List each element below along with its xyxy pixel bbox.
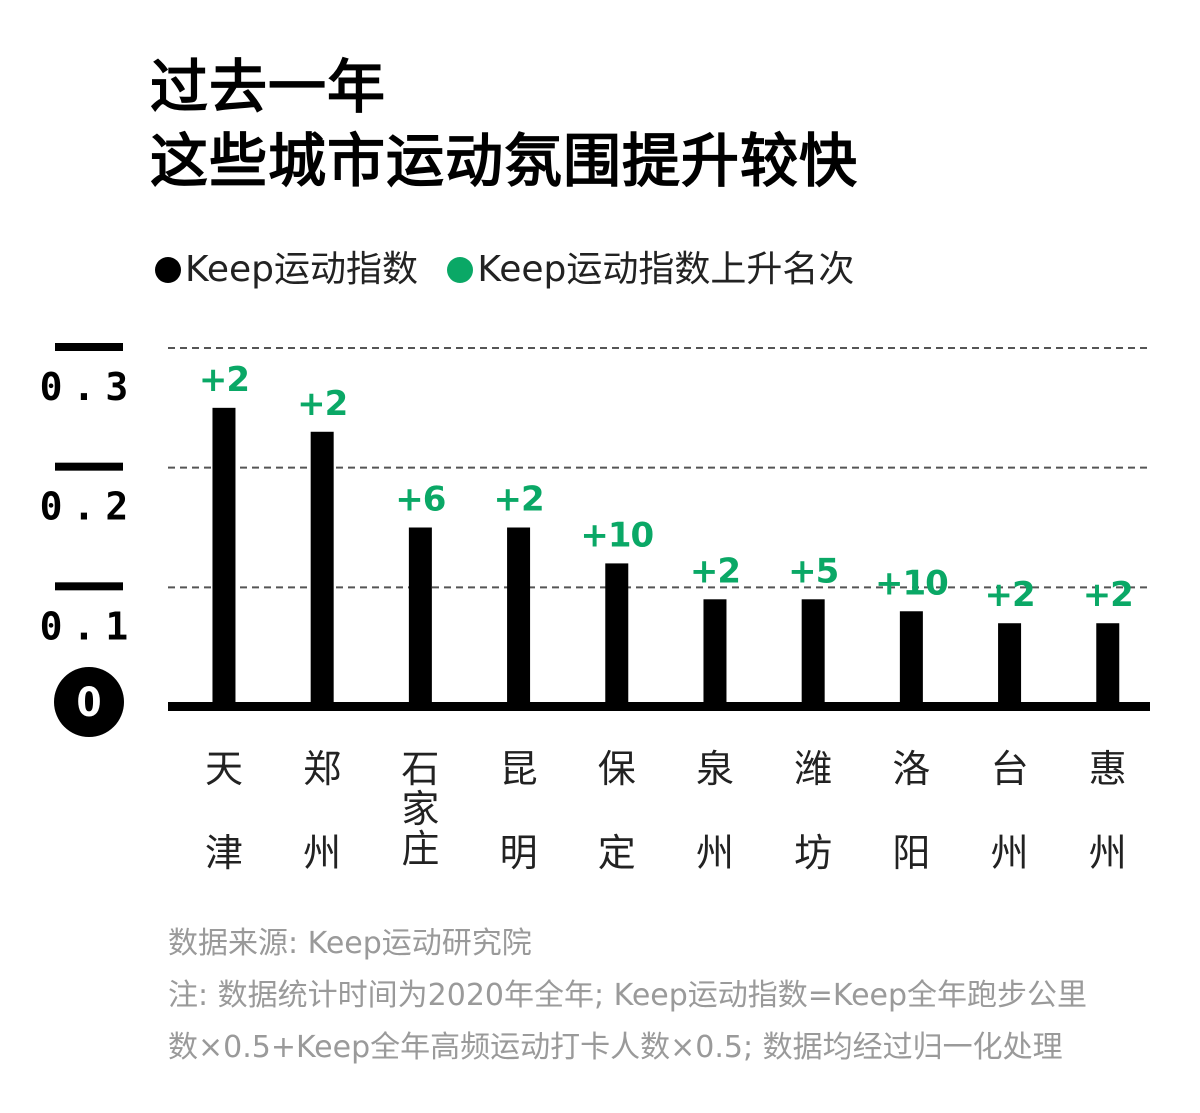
- rank-label: +2: [984, 575, 1034, 615]
- legend-label-rank: Keep运动指数上升名次: [477, 249, 855, 290]
- bar: [408, 527, 432, 707]
- legend: Keep运动指数 Keep运动指数上升名次: [155, 248, 872, 292]
- x-axis-baseline: [168, 702, 1150, 711]
- bar: [605, 563, 629, 707]
- bar: [507, 527, 531, 707]
- category-label: 庄: [401, 827, 439, 871]
- y-tick-label: 0.2: [40, 485, 139, 529]
- rank-label: +2: [493, 480, 543, 520]
- category-label: 坊: [794, 831, 832, 875]
- category-label: 天: [205, 747, 243, 791]
- legend-item-rank: Keep运动指数上升名次: [447, 248, 854, 292]
- y-tick-label: 0.3: [40, 365, 139, 409]
- bar: [212, 407, 236, 707]
- rank-label: +2: [199, 360, 249, 400]
- bar: [310, 431, 334, 707]
- category-label: 泉: [696, 747, 734, 791]
- y-tick-mark: [55, 343, 123, 351]
- source-line-2: 注: 数据统计时间为2020年全年; Keep运动指数=Keep全年跑步公里: [168, 978, 1088, 1013]
- category-label: 石: [401, 747, 439, 791]
- chart-title: 过去一年 这些城市运动氛围提升较快: [150, 50, 858, 198]
- rank-label: +2: [1083, 575, 1133, 615]
- bar: [998, 623, 1022, 707]
- category-label: 州: [696, 831, 734, 875]
- category-label: 昆: [500, 747, 538, 791]
- category-label: 洛: [892, 747, 930, 791]
- source-line-3: 数×0.5+Keep全年高频运动打卡人数×0.5; 数据均经过归一化处理: [168, 1030, 1063, 1065]
- y-tick-mark: [55, 462, 123, 471]
- bar: [801, 599, 825, 707]
- category-label: 潍: [794, 747, 832, 791]
- source-line-1: 数据来源: Keep运动研究院: [168, 926, 532, 961]
- bar-chart: 00.10.20.3 +2天津+2郑州+6石家庄+2昆明+10保定+2泉州+5潍坊…: [40, 343, 1150, 875]
- y-tick-mark: [55, 582, 123, 591]
- y-tick-label: 0: [76, 680, 101, 726]
- category-label: 台: [991, 747, 1029, 791]
- category-label: 明: [500, 831, 538, 875]
- category-label: 津: [205, 831, 243, 875]
- category-label: 保: [598, 747, 636, 791]
- bar: [1096, 623, 1120, 707]
- category-label: 惠: [1089, 747, 1127, 791]
- category-label: 定: [598, 831, 636, 875]
- category-label: 郑: [303, 747, 341, 791]
- rank-label: +5: [788, 551, 838, 591]
- bar: [703, 599, 727, 707]
- category-label: 州: [303, 831, 341, 875]
- legend-label-index: Keep运动指数: [185, 249, 418, 290]
- y-zero-circle: [54, 667, 124, 737]
- rank-label: +2: [690, 551, 740, 591]
- legend-item-index: Keep运动指数: [155, 248, 418, 292]
- category-label: 州: [1089, 831, 1127, 875]
- rank-label: +10: [580, 515, 653, 555]
- source-note: 数据来源: Keep运动研究院 注: 数据统计时间为2020年全年; Keep运…: [168, 918, 1087, 1074]
- rank-label: +6: [395, 480, 445, 520]
- title-line-1: 过去一年: [150, 53, 387, 121]
- bar: [899, 611, 923, 707]
- category-label: 州: [991, 831, 1029, 875]
- legend-dot-green: [447, 257, 474, 283]
- category-label: 阳: [892, 831, 930, 875]
- category-label: 家: [401, 787, 439, 831]
- rank-label: +2: [297, 384, 347, 424]
- rank-label: +10: [875, 563, 948, 603]
- y-tick-label: 0.1: [40, 604, 139, 648]
- legend-dot-black: [155, 257, 181, 283]
- title-line-2: 这些城市运动氛围提升较快: [150, 127, 859, 195]
